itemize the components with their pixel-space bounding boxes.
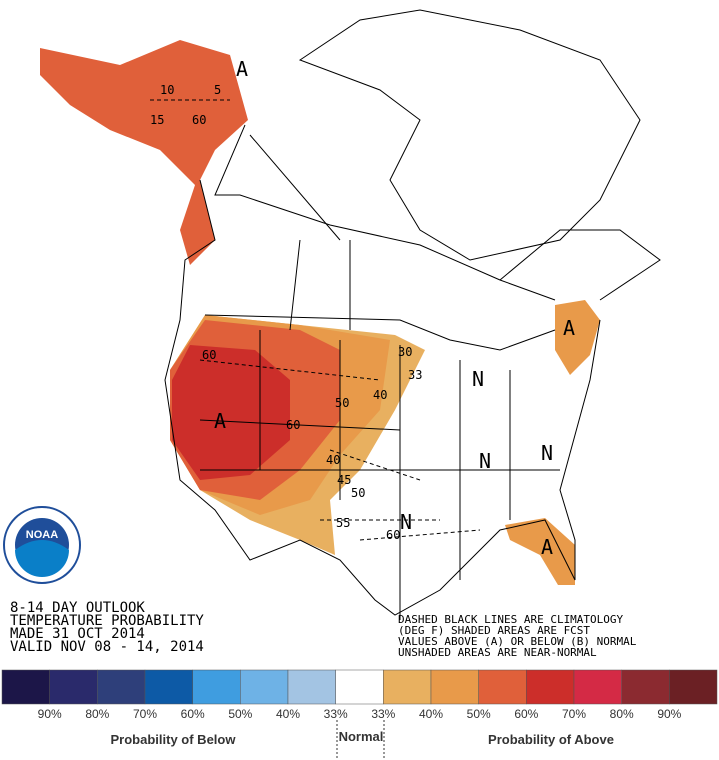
legend-label: 40% [276, 707, 300, 721]
contour-label: 60 [386, 528, 400, 542]
contour-label: 30 [398, 345, 412, 359]
map-labels: A 10 5 15 60 60 A 60 50 40 30 33 A N N N… [150, 57, 575, 559]
legend-label: 33% [324, 707, 348, 721]
legend-swatch [49, 669, 98, 705]
legend-swatch [240, 669, 289, 705]
map-letter: N [400, 510, 412, 534]
legend-normal: Normal [339, 729, 384, 744]
legend-swatch [526, 669, 575, 705]
header-line: VALID NOV 08 - 14, 2014 [10, 639, 204, 655]
noaa-logo: NOAA [3, 506, 81, 584]
contour-label: 10 [160, 83, 174, 97]
legend-label: 80% [610, 707, 634, 721]
header-line: TEMPERATURE PROBABILITY [10, 613, 204, 629]
legend-swatch [335, 669, 384, 705]
legend-label: 80% [85, 707, 109, 721]
legend-label: 60% [181, 707, 205, 721]
legend-swatch [669, 669, 718, 705]
legend-swatch [383, 669, 432, 705]
header-line: MADE 31 OCT 2014 [10, 626, 145, 642]
note-line: DASHED BLACK LINES ARE CLIMATOLOGY [398, 613, 624, 626]
map-letter: N [541, 441, 553, 465]
legend-swatch [621, 669, 670, 705]
contour-label: 45 [337, 473, 351, 487]
contour-label: 60 [286, 418, 300, 432]
legend-below: Probability of Below [111, 732, 237, 747]
contour-label: 60 [202, 348, 216, 362]
legend-label: 40% [419, 707, 443, 721]
legend-label: 50% [467, 707, 491, 721]
map-letter: A [236, 57, 248, 81]
legend-swatch [287, 669, 336, 705]
legend-label: 90% [657, 707, 681, 721]
legend-swatch [478, 669, 527, 705]
contour-label: 5 [214, 83, 221, 97]
map-letter: N [479, 449, 491, 473]
alaska-area [40, 40, 248, 265]
contour-label: 60 [192, 113, 206, 127]
note-line: (DEG F) SHADED AREAS ARE FCST [398, 624, 590, 637]
legend-swatch [97, 669, 146, 705]
map-letter: A [563, 316, 575, 340]
legend-label: 70% [562, 707, 586, 721]
contour-label: 50 [335, 396, 349, 410]
note-line: VALUES ABOVE (A) OR BELOW (B) NORMAL [398, 635, 637, 648]
header-line: 8-14 DAY OUTLOOK [10, 600, 145, 616]
legend-above: Probability of Above [488, 732, 614, 747]
notes: DASHED BLACK LINES ARE CLIMATOLOGY (DEG … [398, 613, 637, 659]
legend: Probability of Below Normal Probability … [1, 669, 718, 758]
contour-label: 40 [373, 388, 387, 402]
contour-label: 40 [326, 453, 340, 467]
legend-swatch [144, 669, 193, 705]
logo-text: NOAA [26, 529, 58, 541]
map-letter: A [541, 535, 553, 559]
map-borders [150, 9, 661, 620]
legend-label: 70% [133, 707, 157, 721]
legend-label: 50% [228, 707, 252, 721]
legend-label: 90% [38, 707, 62, 721]
map-letter: N [472, 367, 484, 391]
header: 8-14 DAY OUTLOOK TEMPERATURE PROBABILITY… [10, 600, 204, 655]
note-line: UNSHADED AREAS ARE NEAR-NORMAL [398, 646, 597, 659]
contour-label: 33 [408, 368, 422, 382]
legend-label: 60% [514, 707, 538, 721]
logo-wave [15, 540, 69, 577]
contour-label: 50 [351, 486, 365, 500]
legend-swatch [1, 669, 50, 705]
legend-swatch [430, 669, 479, 705]
contour-label: 55 [336, 516, 350, 530]
florida-area [505, 518, 575, 585]
legend-swatch [573, 669, 622, 705]
map-letter: A [214, 409, 226, 433]
map-shading [40, 40, 600, 585]
contour-label: 15 [150, 113, 164, 127]
legend-label: 33% [371, 707, 395, 721]
legend-swatch [192, 669, 241, 705]
northeast-area [555, 300, 600, 375]
